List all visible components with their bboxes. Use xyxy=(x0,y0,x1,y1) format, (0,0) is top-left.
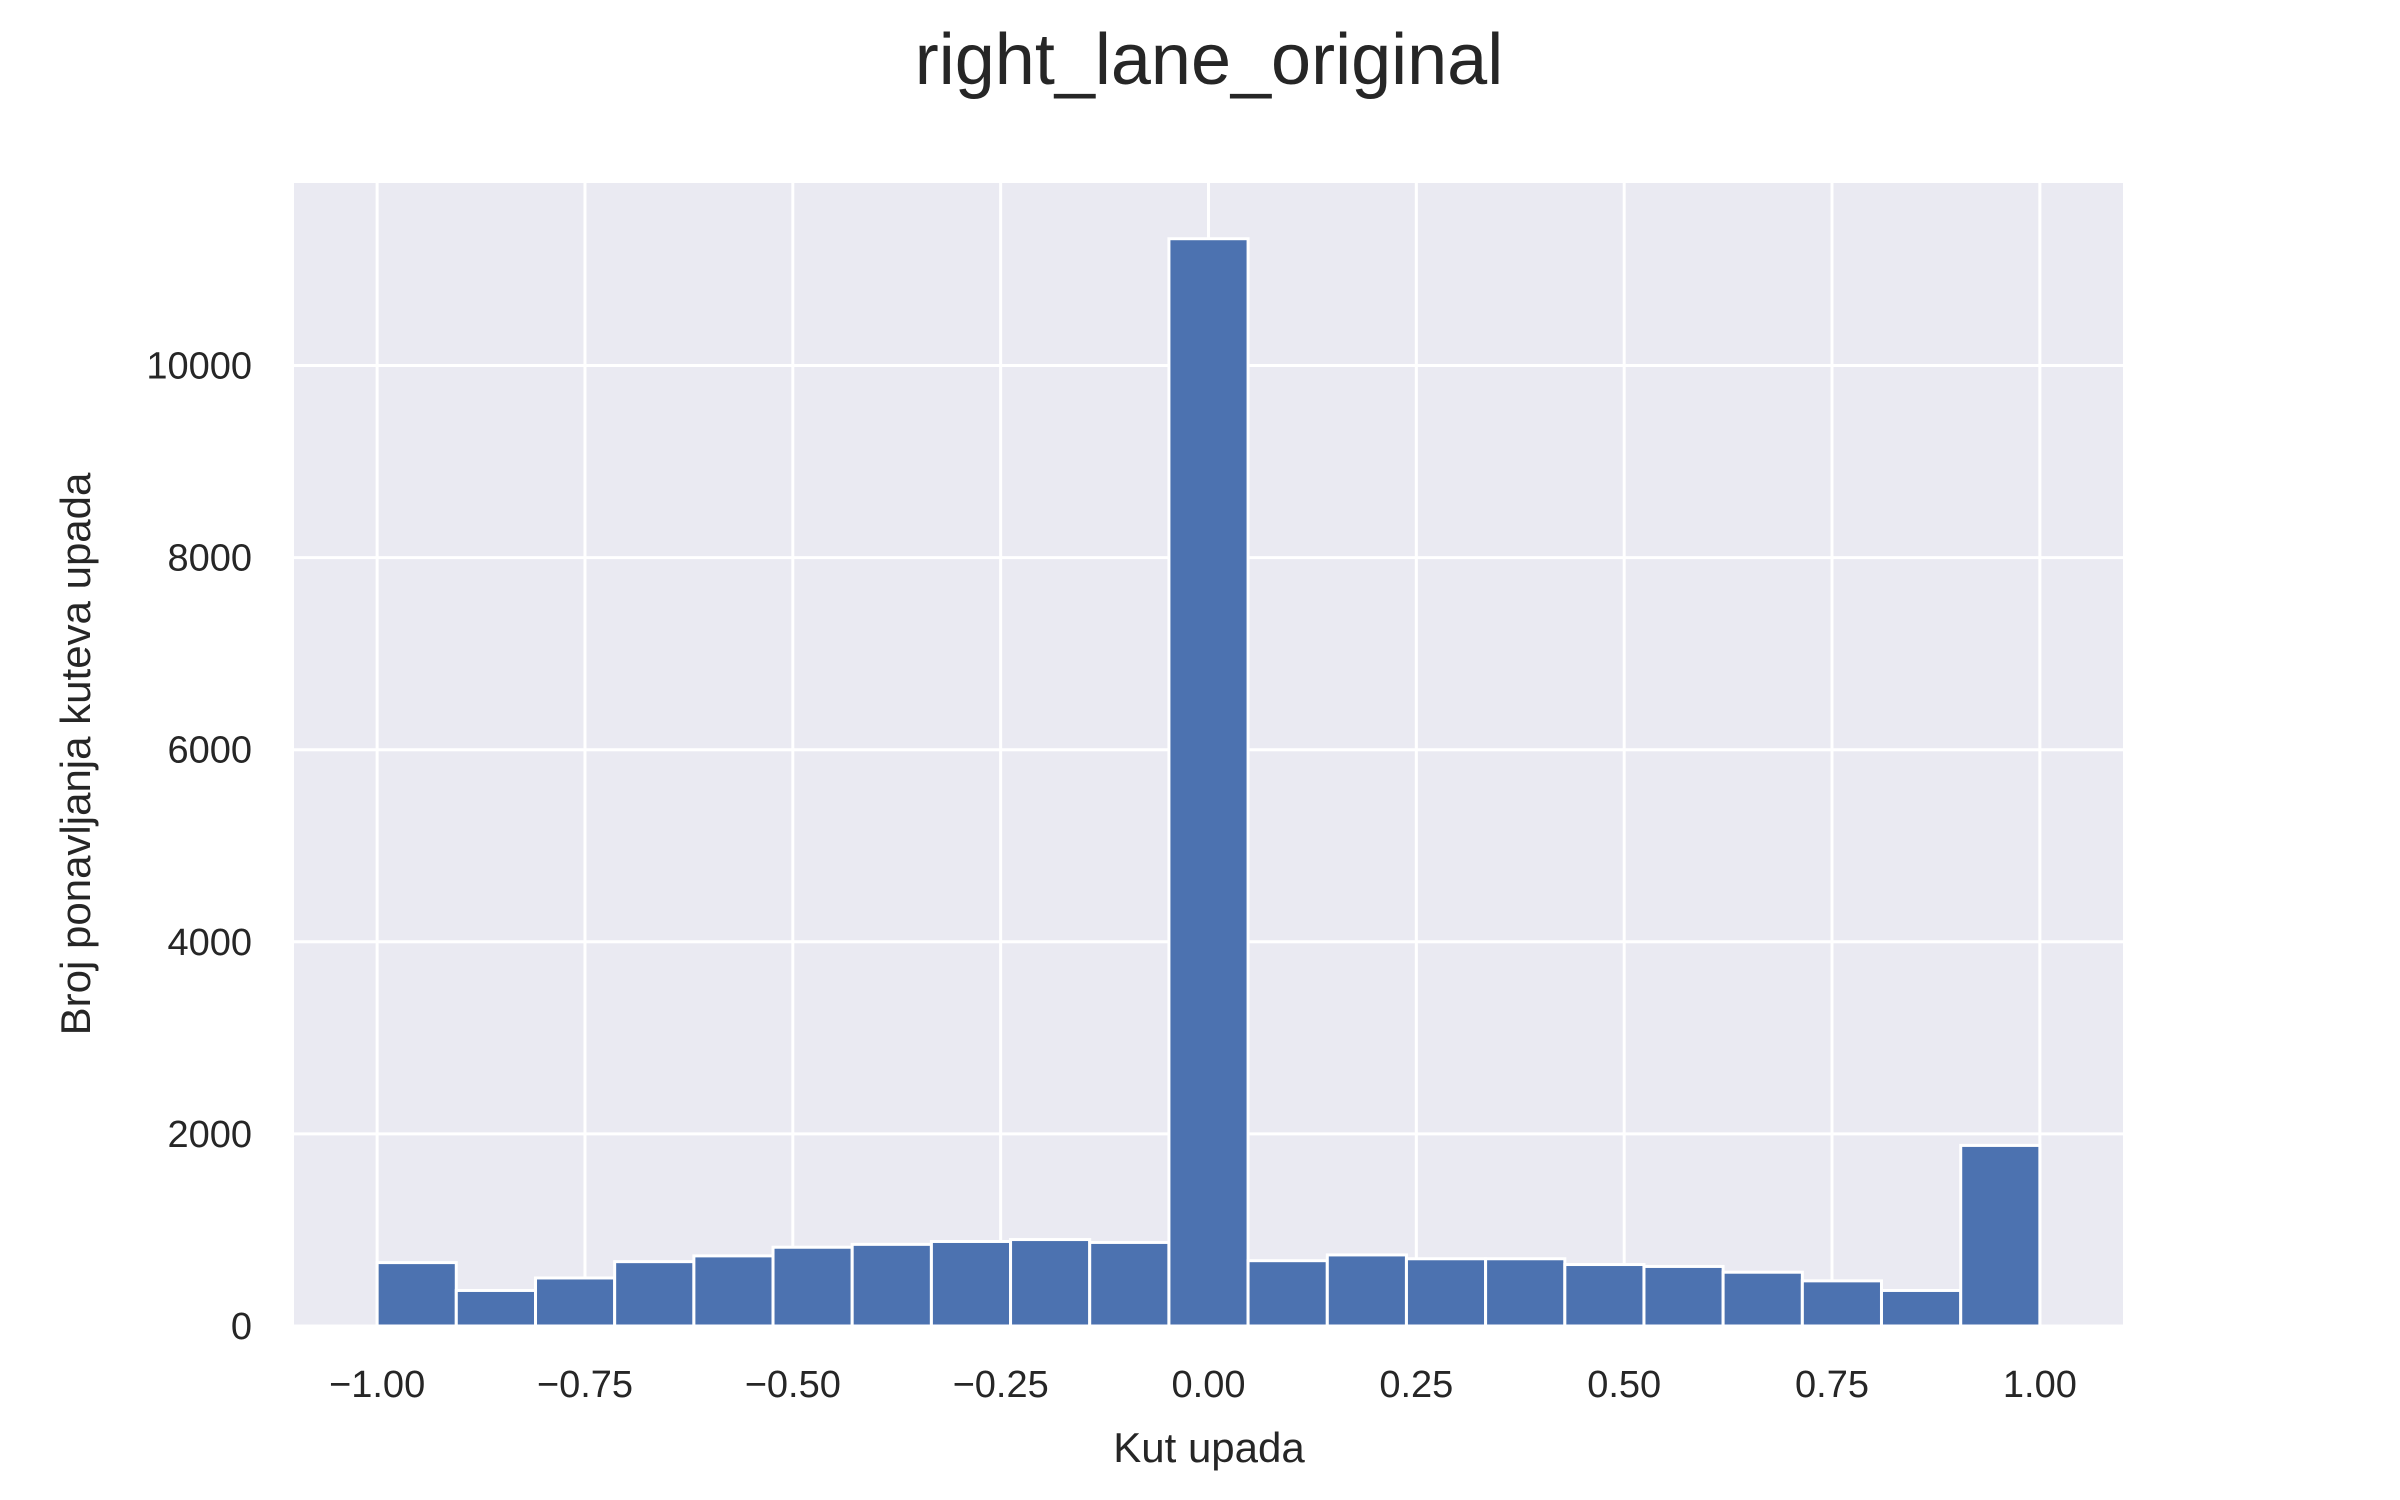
x-tick-label: −0.75 xyxy=(537,1364,633,1406)
y-tick-label: 4000 xyxy=(167,922,252,964)
histogram-bar xyxy=(613,1260,696,1328)
histogram-bar xyxy=(534,1276,617,1328)
histogram-bar xyxy=(1642,1264,1725,1328)
histogram-bar xyxy=(1404,1257,1488,1328)
y-axis-label: Broj ponavljanja kuteva upada xyxy=(52,472,99,1035)
histogram-bar xyxy=(1246,1259,1329,1328)
histogram-bar xyxy=(1800,1279,1883,1328)
x-tick-label: 0.00 xyxy=(1172,1364,1246,1406)
x-tick-label: 0.50 xyxy=(1587,1364,1661,1406)
histogram-bar xyxy=(1484,1257,1567,1328)
histogram-bar xyxy=(454,1288,538,1328)
x-tick-label: 0.75 xyxy=(1795,1364,1869,1406)
histogram-bar xyxy=(1721,1270,1804,1328)
x-axis-label: Kut upada xyxy=(1113,1424,1305,1471)
x-tick-labels: −1.00 −0.75 −0.50 −0.25 0.00 0.25 0.50 0.75 1.00 xyxy=(329,1364,2077,1406)
histogram-bar xyxy=(1167,237,1250,1328)
y-tick-label: 6000 xyxy=(167,730,252,772)
x-tick-label: 1.00 xyxy=(2003,1364,2077,1406)
x-tick-label: 0.25 xyxy=(1379,1364,1453,1406)
histogram-bar xyxy=(771,1245,854,1328)
histogram-bar xyxy=(1563,1263,1646,1328)
y-tick-labels: 0 2000 4000 6000 8000 10000 xyxy=(146,345,252,1348)
y-tick-label: 8000 xyxy=(167,538,252,580)
x-tick-label: −0.50 xyxy=(745,1364,841,1406)
y-tick-label: 0 xyxy=(231,1306,252,1348)
histogram-bar xyxy=(1959,1143,2042,1328)
bars xyxy=(375,237,2042,1328)
chart-title: right_lane_original xyxy=(915,20,1503,100)
histogram-bar xyxy=(850,1242,933,1328)
y-tick-label: 10000 xyxy=(146,345,252,387)
histogram-bar xyxy=(1879,1288,1963,1328)
histogram-bar xyxy=(1088,1240,1171,1328)
histogram-bar xyxy=(1009,1238,1092,1328)
histogram-bar xyxy=(929,1239,1013,1328)
y-tick-label: 2000 xyxy=(167,1114,252,1156)
x-tick-label: −0.25 xyxy=(953,1364,1049,1406)
histogram-bar xyxy=(1325,1253,1408,1328)
histogram-bar xyxy=(375,1261,458,1328)
histogram-bar xyxy=(692,1254,775,1328)
x-tick-label: −1.00 xyxy=(329,1364,425,1406)
